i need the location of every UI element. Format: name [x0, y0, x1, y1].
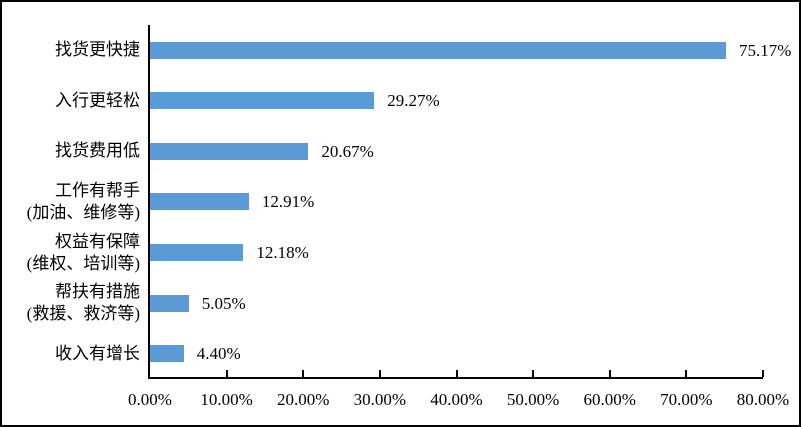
category-label-line: 权益有保障 — [55, 231, 140, 251]
bar — [150, 92, 375, 110]
category-label-line: 找货费用低 — [55, 141, 140, 161]
bar — [150, 294, 189, 312]
x-axis-tick — [532, 370, 535, 377]
x-axis-tick-labels: 0.00% 10.00% 20.00% 30.00% 40.00% 50.00% 60.00… — [2, 390, 799, 414]
bar-value-label: 20.67% — [321, 141, 374, 161]
category-label-line: 帮扶有措施 — [55, 282, 140, 302]
x-axis-tick — [455, 370, 458, 377]
x-axis-tick — [225, 370, 228, 377]
category-label: 帮扶有措施 (救援、救济等) — [2, 278, 140, 329]
bar — [150, 193, 249, 211]
x-axis-tick — [685, 370, 688, 377]
bar-row: 29.27% — [150, 76, 763, 127]
x-axis-tick-label: 60.00% — [583, 390, 636, 409]
x-axis-tick-label: 10.00% — [200, 390, 253, 409]
bar-row: 12.18% — [150, 227, 763, 278]
bar — [150, 244, 244, 262]
bar-value-label: 5.05% — [201, 293, 246, 313]
x-axis-tick — [378, 370, 381, 377]
bar-value-label: 12.91% — [261, 192, 315, 212]
x-axis-tick-label: 40.00% — [430, 390, 483, 409]
plot-area: 75.17% 29.27% 20.67% 12.91% 12.18% 5.05% 4.40% — [148, 25, 791, 379]
category-label-line: 收入有增长 — [55, 343, 140, 363]
category-label: 找货费用低 — [2, 126, 140, 177]
bar-value-label: 12.18% — [256, 243, 309, 263]
x-axis-tick-label: 80.00% — [736, 390, 790, 409]
bar-row: 4.40% — [150, 328, 763, 379]
category-label: 收入有增长 — [2, 328, 140, 379]
category-label-line: 工作有帮手 — [55, 180, 140, 200]
category-label: 工作有帮手 (加油、维修等) — [2, 177, 140, 228]
category-label: 找货更快捷 — [2, 25, 140, 76]
x-axis-tick-label: 0.00% — [128, 390, 172, 409]
bar-row: 5.05% — [150, 278, 763, 329]
category-label: 权益有保障 (维权、培训等) — [2, 227, 140, 278]
category-label-line: (救援、救济等) — [26, 304, 140, 324]
x-axis-tick — [302, 370, 305, 377]
category-label: 入行更轻松 — [2, 76, 140, 127]
category-axis-labels: 找货更快捷 入行更轻松 找货费用低 工作有帮手 (加油、维修等) 权益有保障 (维权、培训等… — [2, 25, 140, 379]
category-label-line: 找货更快捷 — [55, 40, 140, 60]
category-label-line: 入行更轻松 — [55, 90, 140, 110]
x-axis-tick-label: 70.00% — [660, 390, 713, 409]
x-axis-tick-label: 50.00% — [506, 390, 560, 409]
category-label-line: (加油、维修等) — [26, 202, 140, 222]
bar-value-label: 4.40% — [196, 344, 241, 364]
bar-value-label: 75.17% — [738, 40, 792, 60]
bar-row: 75.17% — [150, 25, 791, 76]
x-axis-tick-label: 30.00% — [353, 390, 407, 409]
x-axis-tick-label: 20.00% — [277, 390, 330, 409]
x-axis-tick — [608, 370, 611, 377]
bar — [150, 345, 184, 363]
x-axis-tick — [762, 370, 764, 377]
bar-value-label: 29.27% — [387, 91, 440, 111]
category-label-line: (维权、培训等) — [26, 253, 140, 273]
bar — [150, 142, 309, 160]
bar — [150, 41, 726, 59]
bar-row: 20.67% — [150, 126, 763, 177]
bar-row: 12.91% — [150, 177, 763, 228]
